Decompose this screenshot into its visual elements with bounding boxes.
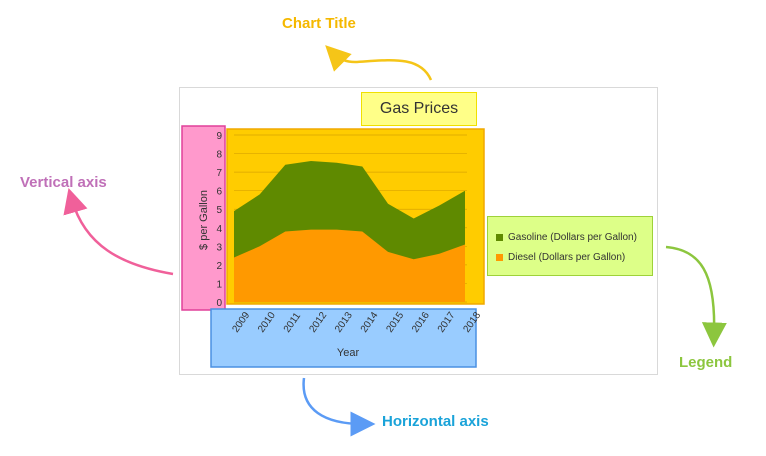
legend-callout: Legend <box>679 354 733 371</box>
area-series <box>234 161 465 302</box>
y-tick-label: 1 <box>216 279 222 290</box>
y-tick-label: 2 <box>216 261 222 272</box>
vertical-axis-highlight <box>181 125 226 311</box>
y-tick-label: 3 <box>216 242 222 253</box>
y-tick-label: 8 <box>216 150 222 161</box>
y-tick-label: 9 <box>216 131 222 142</box>
horizontal-axis-callout: Horizontal axis <box>382 413 489 430</box>
y-tick-label: 0 <box>216 298 222 309</box>
chart-title-text: Gas Prices <box>379 100 459 117</box>
diesel-area <box>234 229 465 302</box>
y-tick-label: 7 <box>216 168 222 179</box>
horizontal-axis-arrow <box>302 377 376 437</box>
vertical-axis-arrow <box>63 187 174 276</box>
y-tick-labels: 0 1 2 3 4 5 6 7 8 9 <box>216 131 222 309</box>
y-axis-title: $ per Gallon <box>198 190 210 250</box>
y-tick-label: 6 <box>216 187 222 198</box>
legend-item-diesel: Diesel (Dollars per Gallon) <box>496 247 652 267</box>
horizontal-axis-highlight <box>210 308 477 368</box>
vertical-axis-callout: Vertical axis <box>20 174 107 191</box>
legend: Gasoline (Dollars per Gallon) Diesel (Do… <box>487 216 653 276</box>
legend-label-gasoline: Gasoline (Dollars per Gallon) <box>508 231 637 243</box>
y-tick-label: 5 <box>216 205 222 216</box>
x-axis-title: Year <box>337 347 360 359</box>
chart-title: Gas Prices <box>361 92 477 126</box>
legend-arrow <box>665 245 727 348</box>
y-tick-label: 4 <box>216 224 222 235</box>
legend-label-diesel: Diesel (Dollars per Gallon) <box>508 251 626 263</box>
legend-item-gasoline: Gasoline (Dollars per Gallon) <box>496 227 652 247</box>
legend-swatch-diesel <box>496 253 503 261</box>
chart-title-callout: Chart Title <box>282 15 356 32</box>
chart-title-arrow <box>325 45 433 81</box>
legend-swatch-gasoline <box>496 233 503 241</box>
